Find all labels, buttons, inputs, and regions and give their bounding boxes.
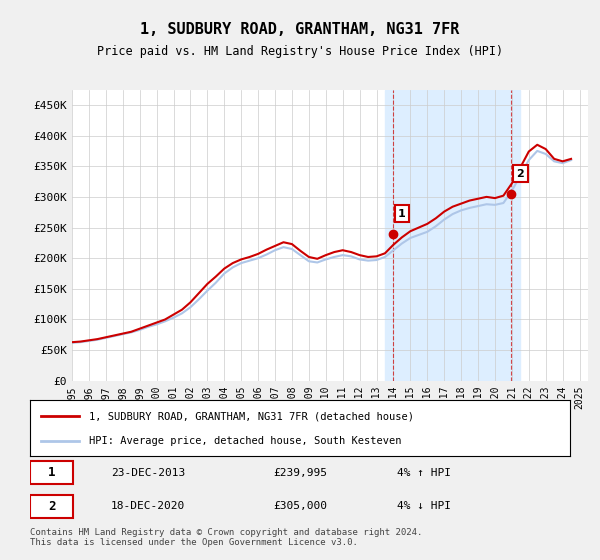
Text: 4% ↓ HPI: 4% ↓ HPI — [397, 501, 451, 511]
Text: 18-DEC-2020: 18-DEC-2020 — [111, 501, 185, 511]
Text: Price paid vs. HM Land Registry's House Price Index (HPI): Price paid vs. HM Land Registry's House … — [97, 45, 503, 58]
Text: 2: 2 — [48, 500, 55, 512]
Text: HPI: Average price, detached house, South Kesteven: HPI: Average price, detached house, Sout… — [89, 436, 402, 446]
FancyBboxPatch shape — [30, 461, 73, 484]
Text: £239,995: £239,995 — [273, 468, 327, 478]
Text: 4% ↑ HPI: 4% ↑ HPI — [397, 468, 451, 478]
Text: 1, SUDBURY ROAD, GRANTHAM, NG31 7FR: 1, SUDBURY ROAD, GRANTHAM, NG31 7FR — [140, 22, 460, 38]
Text: 23-DEC-2013: 23-DEC-2013 — [111, 468, 185, 478]
Text: £305,000: £305,000 — [273, 501, 327, 511]
FancyBboxPatch shape — [30, 494, 73, 517]
Text: 1, SUDBURY ROAD, GRANTHAM, NG31 7FR (detached house): 1, SUDBURY ROAD, GRANTHAM, NG31 7FR (det… — [89, 411, 415, 421]
Text: 2: 2 — [517, 169, 524, 179]
Text: Contains HM Land Registry data © Crown copyright and database right 2024.
This d: Contains HM Land Registry data © Crown c… — [30, 528, 422, 547]
Text: 1: 1 — [48, 466, 55, 479]
Text: 1: 1 — [398, 208, 406, 218]
Bar — [385, 90, 520, 381]
